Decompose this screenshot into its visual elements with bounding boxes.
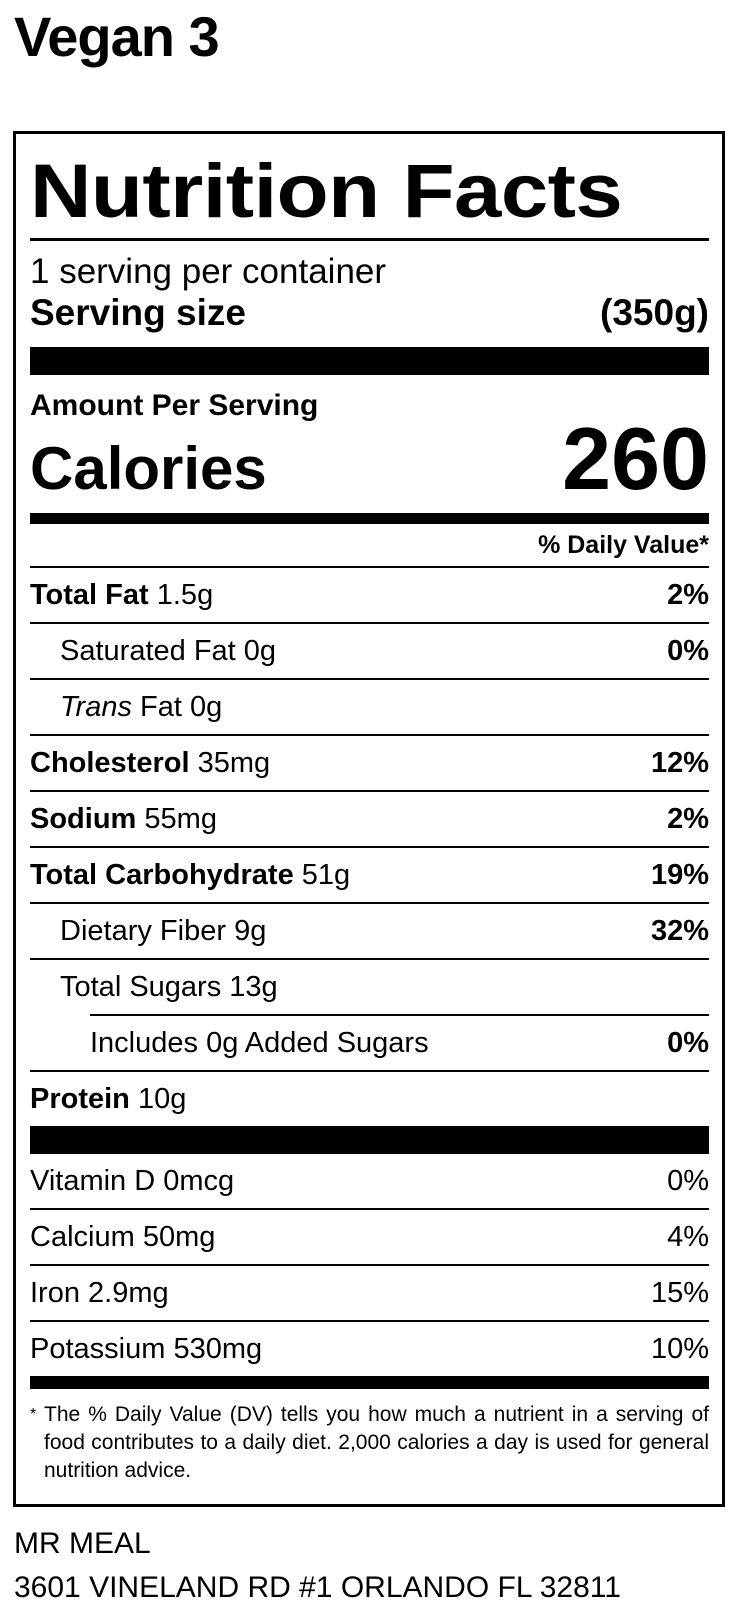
footnote-mark: * bbox=[30, 1406, 37, 1423]
nutrient-dv: 0% bbox=[667, 634, 709, 667]
nutrient-amount: 0g bbox=[243, 634, 277, 667]
nutrient-name: Total Carbohydrate bbox=[30, 858, 294, 891]
vitamin-name: Calcium bbox=[30, 1220, 135, 1253]
thick-divider bbox=[30, 347, 709, 375]
manufacturer-address: 3601 VINELAND RD #1 ORLANDO FL 32811 bbox=[14, 1571, 621, 1604]
nutrient-amount: 51g bbox=[301, 858, 351, 891]
nutrient-name: Dietary Fiber bbox=[60, 914, 226, 947]
manufacturer: MR MEAL 3601 VINELAND RD #1 ORLANDO FL 3… bbox=[14, 1522, 621, 1610]
nutrient-dv: 32% bbox=[650, 914, 709, 947]
nutrient-amount: 9g bbox=[234, 914, 267, 947]
vitamin-amount: 530mg bbox=[173, 1332, 263, 1365]
manufacturer-name: MR MEAL bbox=[14, 1527, 151, 1560]
vitamin-row-iron: Iron 2.9mg 15% bbox=[30, 1266, 709, 1322]
nutrient-amount: 0g bbox=[190, 690, 223, 723]
footnote-text: The % Daily Value (DV) tells you how muc… bbox=[44, 1403, 709, 1482]
vitamin-dv: 10% bbox=[650, 1332, 709, 1365]
nutrient-dv: 12% bbox=[650, 746, 709, 779]
nutrient-row-total-carbohydrate: Total Carbohydrate 51g 19% bbox=[30, 848, 709, 904]
vitamin-dv: 15% bbox=[650, 1276, 709, 1309]
vitamin-amount: 2.9mg bbox=[88, 1276, 169, 1309]
label-heading: Nutrition Facts bbox=[30, 149, 623, 234]
nutrient-dv: 0% bbox=[667, 1026, 709, 1059]
nutrient-name: Cholesterol bbox=[30, 746, 190, 779]
vitamin-amount: 50mg bbox=[142, 1220, 216, 1253]
amount-per-serving: Amount Per Serving bbox=[30, 389, 319, 422]
divider bbox=[90, 1014, 709, 1016]
medium-divider bbox=[30, 1376, 709, 1389]
nutrient-name-rest: Fat bbox=[140, 690, 182, 723]
nutrient-name: Saturated Fat bbox=[60, 634, 236, 667]
nutrient-amount: 35mg bbox=[197, 746, 271, 779]
thick-divider bbox=[30, 1126, 709, 1154]
nutrient-row-protein: Protein 10g bbox=[30, 1072, 709, 1126]
vitamin-name: Vitamin D bbox=[30, 1164, 156, 1197]
vitamin-name: Potassium bbox=[30, 1332, 166, 1365]
daily-value-header: % Daily Value* bbox=[30, 524, 709, 568]
vitamin-row-potassium: Potassium 530mg 10% bbox=[30, 1322, 709, 1376]
nutrient-name: Total Sugars bbox=[60, 970, 222, 1003]
vitamin-amount: 0mcg bbox=[163, 1164, 235, 1197]
nutrient-name: Includes 0g Added Sugars bbox=[90, 1026, 429, 1059]
nutrient-dv: 19% bbox=[650, 858, 709, 891]
vitamin-dv: 4% bbox=[667, 1220, 709, 1253]
serving-size-value: (350g) bbox=[600, 292, 709, 333]
medium-divider bbox=[30, 513, 709, 524]
nutrient-row-cholesterol: Cholesterol 35mg 12% bbox=[30, 736, 709, 792]
serving-size: Serving size (350g) bbox=[30, 291, 709, 335]
servings-per-container: 1 serving per container bbox=[30, 252, 387, 291]
calories-value: 260 bbox=[562, 409, 709, 508]
nutrient-dv: 2% bbox=[667, 802, 709, 835]
divider bbox=[30, 238, 709, 241]
nutrient-dv: 2% bbox=[667, 578, 709, 611]
nutrient-row-trans-fat: Trans Fat 0g bbox=[30, 680, 709, 736]
nutrient-amount: 13g bbox=[229, 970, 278, 1003]
vitamin-row-calcium: Calcium 50mg 4% bbox=[30, 1210, 709, 1266]
nutrient-row-total-fat: Total Fat 1.5g 2% bbox=[30, 568, 709, 624]
nutrient-amount: 1.5g bbox=[156, 578, 214, 611]
vitamin-name: Iron bbox=[30, 1276, 80, 1309]
nutrient-row-saturated-fat: Saturated Fat 0g 0% bbox=[30, 624, 709, 680]
nutrient-name: Sodium bbox=[30, 802, 137, 835]
nutrient-row-total-sugars: Total Sugars 13g bbox=[30, 960, 709, 1014]
nutrient-row-added-sugars: Includes 0g Added Sugars 0% bbox=[30, 1016, 709, 1072]
vitamin-row-vitamin-d: Vitamin D 0mcg 0% bbox=[30, 1154, 709, 1210]
nutrient-row-dietary-fiber: Dietary Fiber 9g 32% bbox=[30, 904, 709, 960]
nutrient-row-sodium: Sodium 55mg 2% bbox=[30, 792, 709, 848]
footnote: * The % Daily Value (DV) tells you how m… bbox=[30, 1401, 709, 1485]
nutrient-name: Trans bbox=[60, 690, 132, 723]
calories-label: Calories bbox=[30, 435, 267, 502]
nutrient-name: Total Fat bbox=[30, 578, 149, 611]
serving-size-label: Serving size bbox=[30, 292, 246, 333]
nutrition-facts-label: Nutrition Facts 1 serving per container … bbox=[13, 131, 725, 1507]
vitamin-dv: 0% bbox=[667, 1164, 709, 1197]
nutrient-amount: 55mg bbox=[144, 802, 217, 835]
nutrient-name: Protein bbox=[30, 1082, 130, 1115]
calories-row: Calories 260 bbox=[30, 415, 709, 503]
product-title: Vegan 3 bbox=[14, 5, 220, 68]
nutrient-amount: 10g bbox=[137, 1082, 187, 1115]
